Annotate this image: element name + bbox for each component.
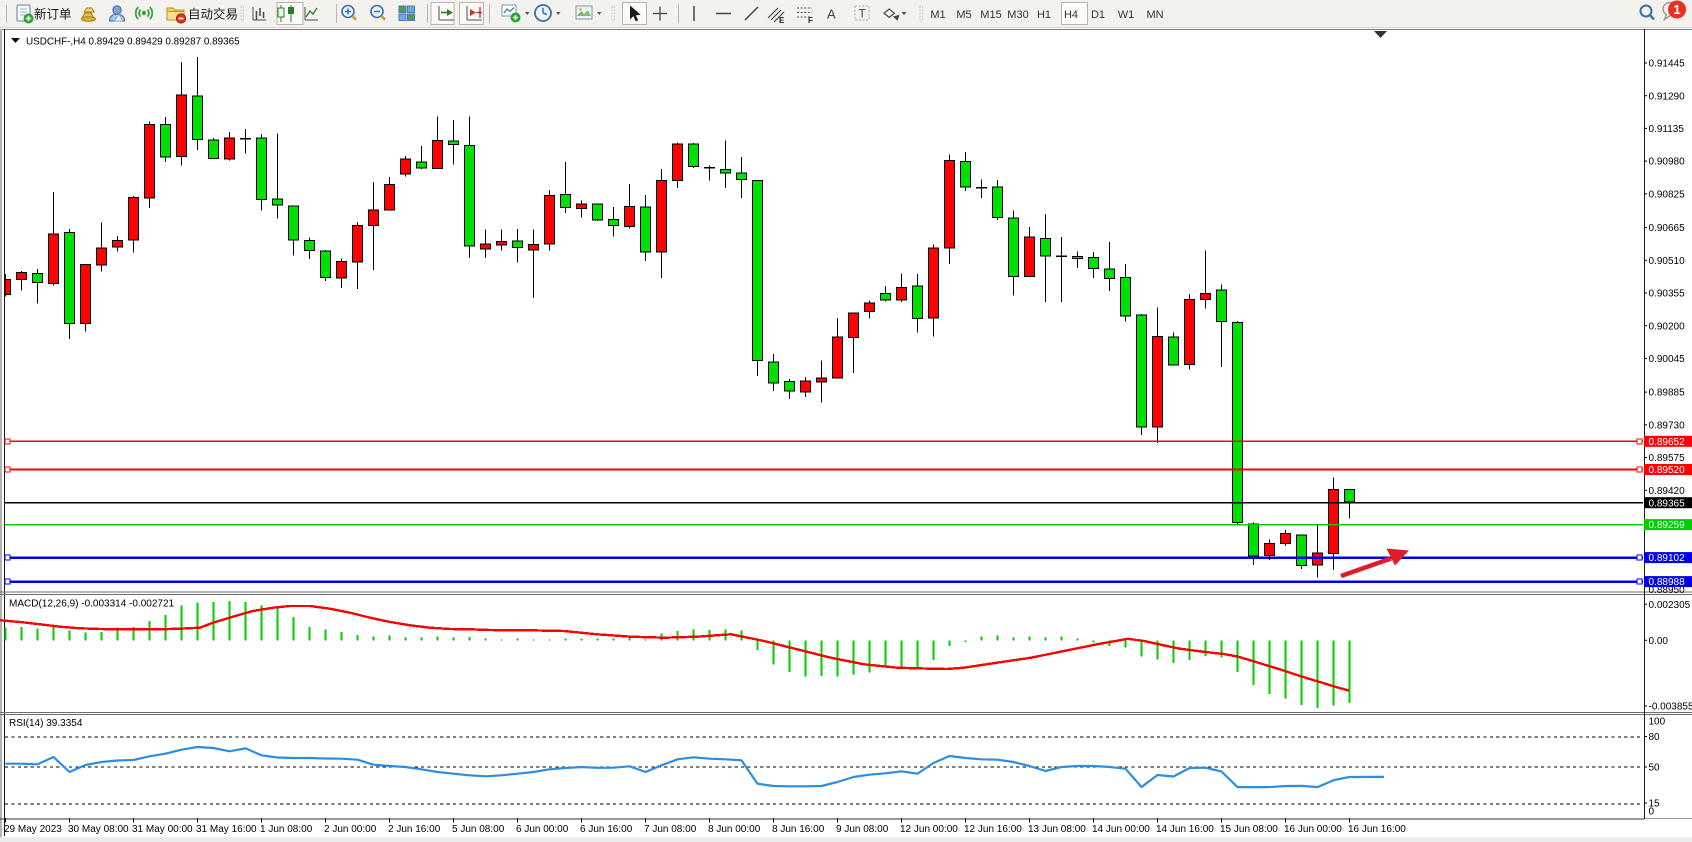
svg-text:0.89652: 0.89652 — [1649, 437, 1686, 448]
svg-text:16 Jun 00:00: 16 Jun 00:00 — [1284, 824, 1342, 835]
svg-text:0.89365: 0.89365 — [1649, 498, 1686, 509]
svg-text:9 Jun 08:00: 9 Jun 08:00 — [836, 824, 889, 835]
svg-text:12 Jun 00:00: 12 Jun 00:00 — [900, 824, 958, 835]
svg-text:0.91135: 0.91135 — [1649, 124, 1685, 135]
svg-text:0: 0 — [1649, 807, 1655, 818]
svg-text:W1: W1 — [1118, 9, 1135, 21]
svg-text:H1: H1 — [1037, 9, 1051, 21]
svg-text:H4: H4 — [1064, 9, 1078, 21]
svg-text:7 Jun 08:00: 7 Jun 08:00 — [644, 824, 697, 835]
svg-text:A: A — [827, 7, 836, 22]
svg-text:8 Jun 16:00: 8 Jun 16:00 — [772, 824, 825, 835]
svg-text:0.90510: 0.90510 — [1649, 256, 1686, 267]
svg-text:6 Jun 16:00: 6 Jun 16:00 — [580, 824, 633, 835]
svg-text:30 May 08:00: 30 May 08:00 — [68, 824, 129, 835]
svg-text:M15: M15 — [980, 9, 1001, 21]
svg-text:8 Jun 00:00: 8 Jun 00:00 — [708, 824, 761, 835]
svg-text:MACD(12,26,9) -0.003314 -0.002: MACD(12,26,9) -0.003314 -0.002721 — [9, 599, 175, 610]
svg-text:0.89885: 0.89885 — [1649, 388, 1686, 399]
svg-text:USDCHF-,H4 0.89429 0.89429 0.: USDCHF-,H4 0.89429 0.89429 0.89287 0.893… — [26, 37, 240, 48]
svg-text:0.89575: 0.89575 — [1649, 453, 1686, 464]
svg-text:0.00: 0.00 — [1649, 636, 1669, 647]
svg-text:5 Jun 08:00: 5 Jun 08:00 — [452, 824, 505, 835]
svg-text:0.88988: 0.88988 — [1649, 577, 1686, 588]
svg-text:M5: M5 — [956, 9, 971, 21]
svg-text:0.002305: 0.002305 — [1649, 600, 1691, 611]
svg-text:15: 15 — [1649, 799, 1661, 810]
svg-text:2 Jun 00:00: 2 Jun 00:00 — [324, 824, 377, 835]
svg-text:自动交易: 自动交易 — [188, 7, 238, 22]
svg-text:15 Jun 08:00: 15 Jun 08:00 — [1220, 824, 1278, 835]
svg-text:31 May 16:00: 31 May 16:00 — [196, 824, 257, 835]
svg-text:13 Jun 08:00: 13 Jun 08:00 — [1028, 824, 1086, 835]
svg-text:0.90665: 0.90665 — [1649, 223, 1686, 234]
svg-text:1 Jun 08:00: 1 Jun 08:00 — [260, 824, 313, 835]
svg-text:0.89259: 0.89259 — [1649, 520, 1686, 531]
svg-text:0.88950: 0.88950 — [1649, 585, 1686, 596]
svg-text:F: F — [808, 16, 813, 25]
svg-text:T: T — [859, 7, 867, 21]
svg-text:0.89730: 0.89730 — [1649, 420, 1686, 431]
svg-text:14 Jun 00:00: 14 Jun 00:00 — [1092, 824, 1150, 835]
svg-text:M30: M30 — [1007, 9, 1028, 21]
svg-text:0.91445: 0.91445 — [1649, 59, 1686, 70]
svg-text:31 May 00:00: 31 May 00:00 — [132, 824, 193, 835]
svg-text:0.90825: 0.90825 — [1649, 189, 1686, 200]
svg-text:14 Jun 16:00: 14 Jun 16:00 — [1156, 824, 1214, 835]
svg-text:E: E — [779, 16, 785, 25]
svg-text:0.91290: 0.91290 — [1649, 91, 1686, 102]
svg-text:100: 100 — [1649, 717, 1666, 728]
svg-text:50: 50 — [1649, 763, 1661, 774]
svg-text:80: 80 — [1649, 732, 1661, 743]
svg-text:D1: D1 — [1091, 9, 1105, 21]
svg-text:0.90980: 0.90980 — [1649, 157, 1686, 168]
svg-text:0.90200: 0.90200 — [1649, 321, 1686, 332]
svg-text:0.89102: 0.89102 — [1649, 553, 1686, 564]
svg-text:0.90045: 0.90045 — [1649, 354, 1686, 365]
svg-text:0.89420: 0.89420 — [1649, 486, 1686, 497]
svg-text:0.90355: 0.90355 — [1649, 289, 1686, 300]
svg-text:6 Jun 00:00: 6 Jun 00:00 — [516, 824, 569, 835]
svg-text:2 Jun 16:00: 2 Jun 16:00 — [388, 824, 441, 835]
svg-text:1: 1 — [1673, 2, 1680, 17]
svg-text:29 May 2023: 29 May 2023 — [4, 824, 62, 835]
svg-text:新订单: 新订单 — [34, 7, 72, 22]
svg-text:M1: M1 — [930, 9, 945, 21]
svg-text:16 Jun 16:00: 16 Jun 16:00 — [1348, 824, 1406, 835]
svg-text:RSI(14) 39.3354: RSI(14) 39.3354 — [9, 718, 83, 729]
svg-text:-0.003855: -0.003855 — [1649, 702, 1692, 713]
svg-text:MN: MN — [1146, 9, 1163, 21]
svg-text:0.89520: 0.89520 — [1649, 465, 1686, 476]
svg-text:12 Jun 16:00: 12 Jun 16:00 — [964, 824, 1022, 835]
